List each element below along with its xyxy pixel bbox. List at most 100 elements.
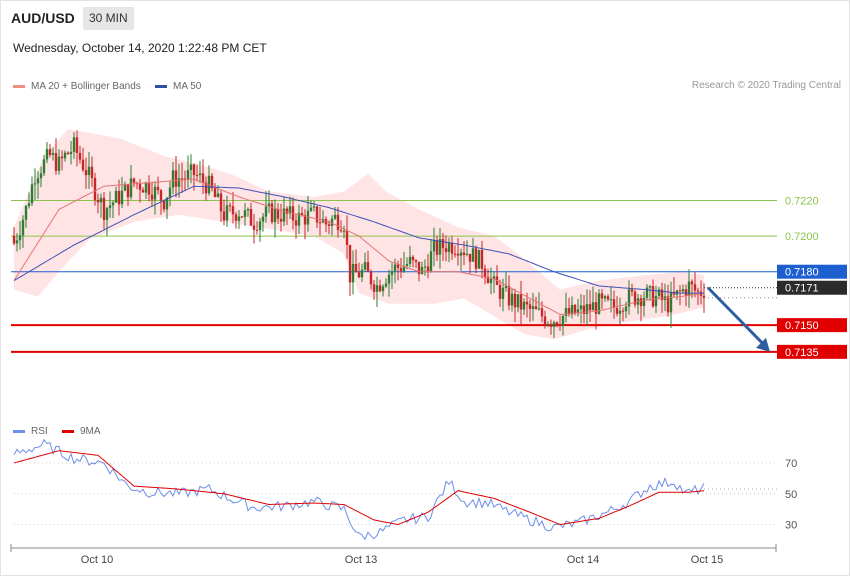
candle-body <box>702 295 706 299</box>
candle-body <box>258 221 262 231</box>
candle-body <box>333 214 337 219</box>
candle-body <box>384 283 388 287</box>
candle-body <box>60 156 64 159</box>
candle-body <box>642 297 646 307</box>
candle-body <box>213 188 217 198</box>
candle-body <box>294 220 298 226</box>
candle-body <box>597 293 601 314</box>
rsi-line <box>13 438 705 541</box>
timeframe-badge[interactable]: 30 MIN <box>83 7 134 30</box>
candle-body <box>312 206 316 208</box>
candle-body <box>273 208 277 223</box>
level-tag-0.7135 <box>777 344 847 359</box>
rsi-tick-label: 70 <box>785 458 797 470</box>
candle-body <box>324 218 328 225</box>
candle-body <box>300 213 304 216</box>
candle-body <box>615 307 619 314</box>
legend-rsi-ma: 9MA <box>62 426 101 437</box>
candle-body <box>219 193 223 212</box>
candle-body <box>249 209 253 226</box>
candle-body <box>306 210 310 225</box>
timestamp: Wednesday, October 14, 2020 1:22:48 PM C… <box>13 41 267 55</box>
candle-body <box>543 316 547 325</box>
candle-body <box>693 284 697 291</box>
candle-body <box>33 183 37 185</box>
candle-body <box>633 291 637 305</box>
candle-body <box>567 308 571 315</box>
candle-body <box>369 271 373 285</box>
ma20-label: MA 20 + Bollinger Bands <box>31 81 141 92</box>
rsi-tick-label: 30 <box>785 520 797 532</box>
candle-body <box>480 249 484 269</box>
candle-body <box>339 230 343 232</box>
candle-body <box>153 186 157 200</box>
candle-body <box>318 222 322 224</box>
credit-text: Research © 2020 Trading Central <box>691 80 841 91</box>
candle-body <box>360 269 364 278</box>
candle-body <box>63 152 67 159</box>
candle-body <box>93 177 97 200</box>
candle-body <box>303 215 307 225</box>
candle-body <box>264 206 268 217</box>
candle-body <box>276 208 280 219</box>
last-price-tag <box>777 280 847 295</box>
candle-body <box>192 164 196 176</box>
candle-body <box>183 178 187 180</box>
candle-body <box>123 184 127 191</box>
candle-body <box>540 308 544 317</box>
candle-body <box>288 206 292 214</box>
candle-body <box>102 197 106 220</box>
candle-body <box>435 240 439 255</box>
candle-body <box>282 208 286 222</box>
candle-body <box>498 284 502 299</box>
candle-body <box>42 159 46 174</box>
candle-body <box>90 166 94 178</box>
candle-body <box>552 322 556 327</box>
candle-body <box>381 286 385 292</box>
candle-body <box>483 268 487 277</box>
candle-body <box>555 322 559 325</box>
candle-body <box>366 262 370 272</box>
candle-body <box>342 230 346 232</box>
candle-body <box>588 304 592 311</box>
candle-body <box>351 263 355 283</box>
candle-body <box>630 289 634 292</box>
symbol-title: AUD/USD <box>11 10 75 26</box>
candle-body <box>657 289 661 297</box>
candle-body <box>624 306 628 312</box>
candle-body <box>600 293 604 299</box>
candle-body <box>144 182 148 193</box>
candle-body <box>465 253 469 256</box>
candle-body <box>126 184 130 198</box>
candle-body <box>519 294 523 310</box>
candle-body <box>528 304 532 309</box>
candle-body <box>255 229 259 231</box>
candle-body <box>471 248 475 262</box>
candle-body <box>78 152 82 160</box>
candle-body <box>348 244 352 283</box>
candle-body <box>54 153 58 171</box>
candle-body <box>150 194 154 200</box>
candle-body <box>114 190 118 203</box>
candle-body <box>315 206 319 223</box>
candle-body <box>129 178 133 198</box>
candle-body <box>387 274 391 284</box>
level-label-0.7135: 0.7135 <box>785 347 819 359</box>
level-tag-0.7150 <box>777 318 847 333</box>
candle-body <box>510 293 514 306</box>
candle-body <box>645 287 649 298</box>
candle-body <box>354 263 358 273</box>
candle-body <box>30 184 34 204</box>
rsi-ma-label: 9MA <box>80 426 101 437</box>
candle-body <box>690 281 694 285</box>
candle-body <box>609 299 613 301</box>
forecast-arrow-head <box>756 337 770 352</box>
candle-body <box>414 260 418 262</box>
candle-body <box>165 197 169 210</box>
candle-body <box>441 238 445 249</box>
candle-body <box>462 252 466 256</box>
candle-body <box>549 323 553 327</box>
legend-rsi: RSI <box>13 426 48 437</box>
candle-body <box>297 213 301 226</box>
